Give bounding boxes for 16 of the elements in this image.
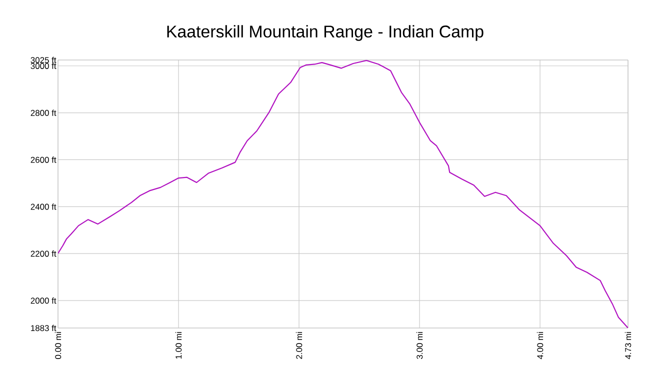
y-tick-label: 1883 ft [31,324,56,332]
line-series [58,60,628,328]
chart-title: Kaaterskill Mountain Range - Indian Camp [167,25,484,41]
y-tick-label: 2000 ft [30,297,56,304]
x-tick-label: 3.00 mi [416,332,423,359]
x-tick-label: 4.00 mi [536,332,544,360]
x-tick-label: 4.73 mi [624,332,632,360]
x-tick-label: 1.00 mi [175,332,182,359]
y-tick-label: 3025 ft [30,56,56,64]
y-tick-label: 2200 ft [30,250,56,257]
y-tick-label: 2400 ft [30,204,56,210]
y-tick-label: 3000 ft [30,62,56,69]
y-tick-label: 2800 ft [30,110,56,116]
y-tick-label: 2600 ft [30,156,56,163]
x-tick-label: 0.00 mi [54,332,62,359]
x-tick-label: 2.00 mi [296,332,302,359]
